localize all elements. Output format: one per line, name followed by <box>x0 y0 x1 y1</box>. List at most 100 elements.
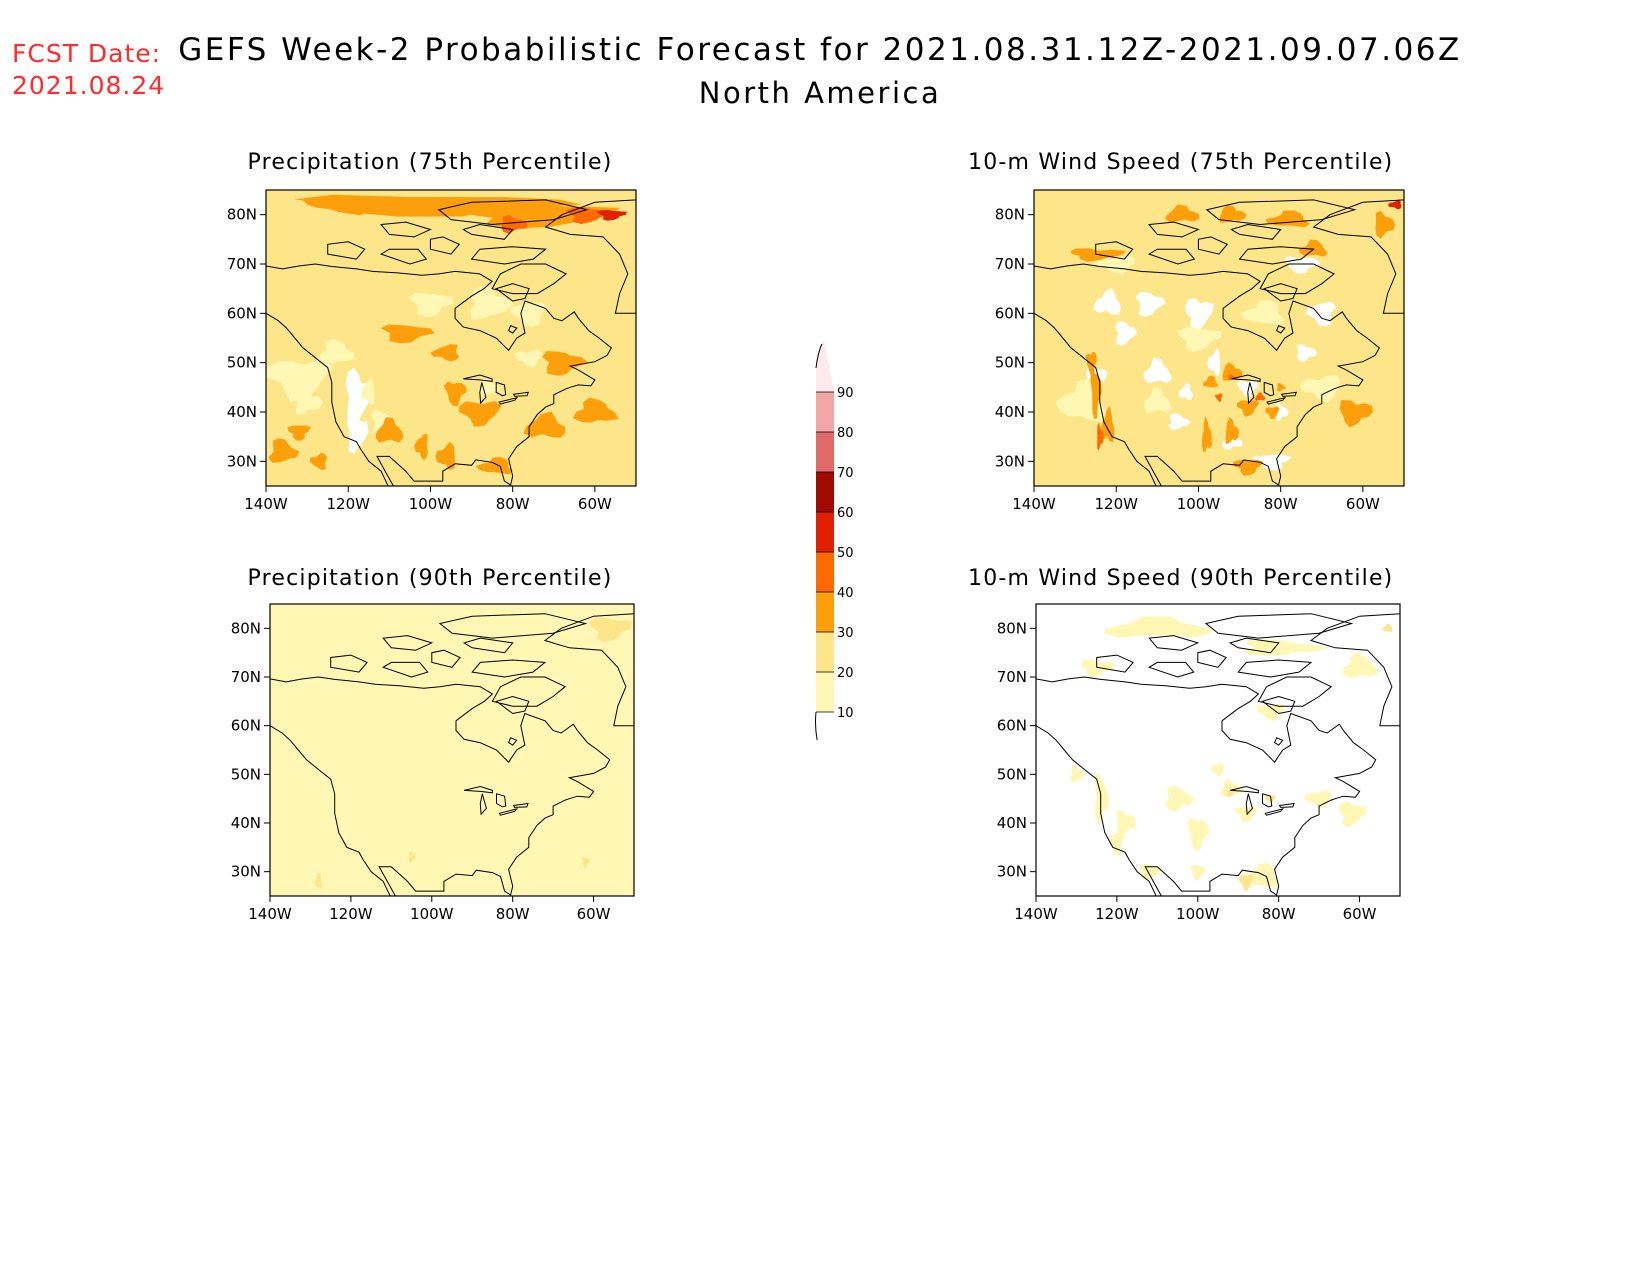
colorbar-edge <box>815 343 823 369</box>
probability-contour <box>309 452 328 471</box>
colorbar-segment <box>816 672 834 712</box>
lake-outline <box>512 391 530 397</box>
probability-contour <box>1103 616 1213 638</box>
probability-contour <box>1304 790 1331 809</box>
colorbar-segment <box>816 472 834 512</box>
probability-contour <box>1277 383 1286 392</box>
probability-contour <box>1115 321 1138 346</box>
colorbar-label: 70 <box>837 466 854 481</box>
probability-contour <box>1255 704 1284 722</box>
island-outline <box>507 325 518 334</box>
probability-contour <box>1254 392 1266 401</box>
lon-label: 80W <box>496 495 530 513</box>
lat-label: 30N <box>995 452 1025 470</box>
map-frame <box>265 189 637 487</box>
island-outline <box>507 737 518 746</box>
colorbar-label: 40 <box>837 586 854 601</box>
island-outline <box>1237 659 1313 678</box>
lake-outline <box>1231 374 1261 382</box>
probability-contour <box>290 614 495 640</box>
lon-label: 140W <box>1012 495 1056 513</box>
probability-contour <box>1187 817 1210 851</box>
lon-label: 140W <box>1014 905 1058 923</box>
probability-contour <box>314 872 322 889</box>
probability-contour <box>573 397 619 423</box>
lat-label: 50N <box>995 354 1025 372</box>
island-outline <box>471 659 547 678</box>
island-outline <box>1238 246 1315 265</box>
probability-contour <box>317 338 356 364</box>
island-outline <box>429 236 461 255</box>
probability-contour <box>588 617 633 643</box>
lake-outline <box>463 785 493 794</box>
probability-contour <box>1135 291 1166 317</box>
lon-label: 120W <box>326 495 370 513</box>
panel-title-precip75: Precipitation (75th Percentile) <box>247 150 613 175</box>
panel-title-precip90: Precipitation (90th Percentile) <box>247 566 613 591</box>
island-outline <box>1261 695 1296 715</box>
island-outline <box>1095 241 1134 260</box>
probability-contour <box>1090 369 1102 420</box>
colorbar-segment <box>816 392 834 432</box>
probability-contour <box>1203 375 1219 388</box>
probability-contour <box>1342 652 1379 678</box>
probability-contour <box>361 377 375 406</box>
lake-outline <box>479 793 487 816</box>
probability-contour <box>316 845 361 879</box>
lat-label: 70N <box>995 255 1025 273</box>
island-outline <box>1309 613 1400 727</box>
lon-label: 60W <box>1346 495 1380 513</box>
probability-contour <box>287 425 311 441</box>
probability-contour <box>1211 763 1224 778</box>
colorbar-label: 80 <box>837 426 854 441</box>
probability-contour <box>1143 357 1172 384</box>
probability-contour <box>514 349 542 369</box>
island-outline <box>1263 283 1298 302</box>
colorbar-label: 30 <box>837 626 854 641</box>
map-precip75: 30N 40N 50N 60N 70N 80N 140W 120W 100W 80W 60W <box>227 189 637 513</box>
island-outline <box>431 649 461 668</box>
forecast-date-value: 2021.08.24 <box>12 71 166 100</box>
probability-contour <box>1207 347 1221 377</box>
map-svg: 30N 40N 50N 60N 70N 80N 140W 120W 100W 80W 60W <box>227 189 637 513</box>
island-outline <box>1230 223 1282 240</box>
probability-contour <box>1297 344 1318 363</box>
probability-contour <box>544 734 584 790</box>
island-outline <box>495 283 530 302</box>
lon-label: 80W <box>1262 905 1296 923</box>
main-title: GEFS Week-2 Probabilistic Forecast for 2… <box>178 32 1462 68</box>
probability-contour <box>470 285 514 320</box>
lake-outline <box>1263 381 1275 397</box>
island-outline <box>1257 676 1333 707</box>
probability-contour <box>1237 400 1260 417</box>
lake-outline <box>1262 793 1273 808</box>
lat-label: 40N <box>997 814 1027 832</box>
field-background <box>266 190 636 486</box>
lon-label: 120W <box>1095 905 1139 923</box>
probability-contour <box>499 671 540 699</box>
colorbar: 10 20 30 40 50 60 70 80 90 <box>800 330 860 753</box>
probability-contour <box>502 828 528 866</box>
map-frame <box>1035 603 1401 897</box>
colorbar-segment <box>816 592 834 632</box>
lake-outline <box>1278 802 1295 808</box>
colorbar-edge <box>815 711 821 753</box>
lon-label: 120W <box>1094 495 1138 513</box>
probability-contour <box>371 409 395 436</box>
lat-label: 70N <box>227 255 257 273</box>
island-outline <box>382 635 434 651</box>
probability-contour <box>1070 765 1085 783</box>
island-outline <box>1197 649 1227 668</box>
probability-contour <box>1176 327 1222 352</box>
probability-contour <box>1081 659 1116 678</box>
island-outline <box>1147 248 1196 265</box>
probability-contour <box>375 417 404 443</box>
lake-outline <box>479 382 487 405</box>
lat-label: 60N <box>995 304 1025 322</box>
island-outline <box>1204 613 1354 639</box>
probability-contour <box>407 292 454 317</box>
probability-contour <box>1165 786 1195 811</box>
colorbar-label: 90 <box>837 386 854 401</box>
probability-contour <box>1388 200 1402 210</box>
island-outline <box>470 246 547 265</box>
